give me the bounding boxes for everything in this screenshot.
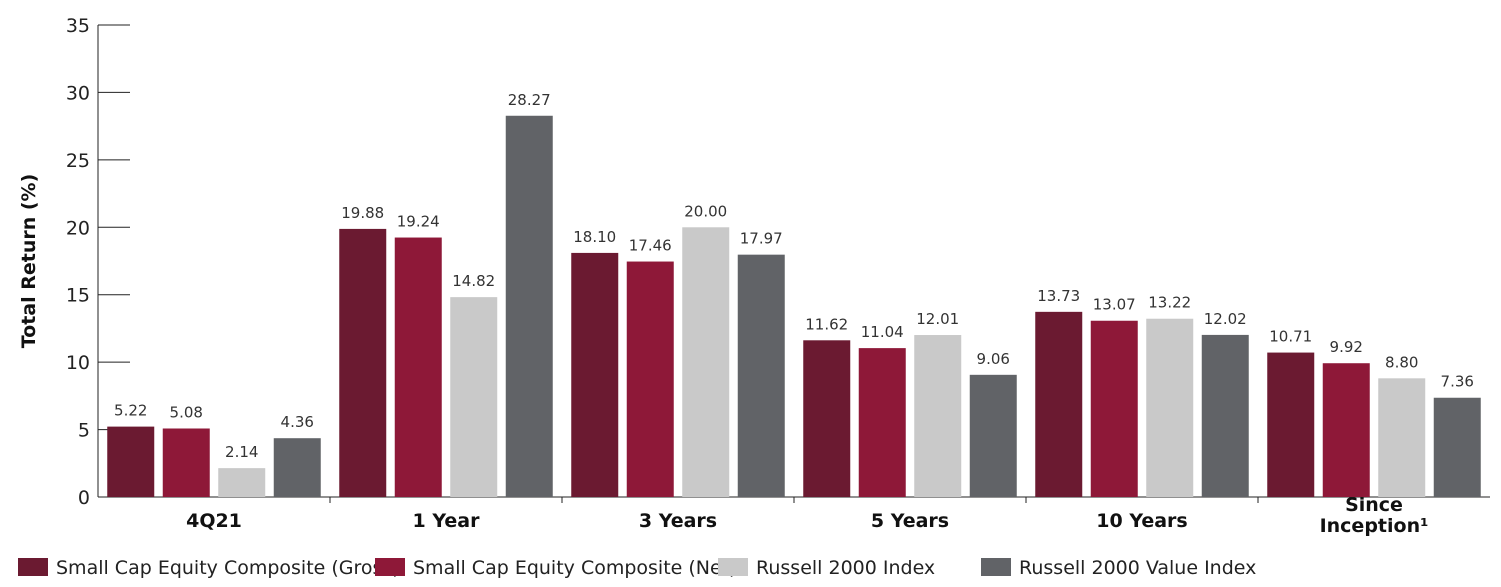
- bar: [969, 374, 1017, 497]
- data-label: 14.82: [452, 272, 495, 290]
- data-label: 5.08: [170, 403, 203, 421]
- data-label: 13.07: [1093, 296, 1136, 314]
- data-label: 2.14: [225, 443, 258, 461]
- bar: [218, 468, 266, 497]
- data-label: 11.62: [805, 315, 848, 333]
- data-label: 19.88: [341, 204, 384, 222]
- bar: [1035, 311, 1083, 497]
- category-label: 5 Years: [871, 510, 949, 532]
- legend-label: Small Cap Equity Composite (Gross): [56, 557, 400, 579]
- bars: 5.22 5.08 2.14 4.36 19.88 19.24 14.82 28.27 18.1…: [107, 91, 1481, 498]
- legend-swatch: [981, 558, 1011, 576]
- bar: [450, 297, 498, 497]
- data-label: 18.10: [573, 228, 616, 246]
- y-tick-label: 0: [78, 487, 90, 509]
- category-labels: 4Q21 1 Year 3 Years 5 Years 10 Years SinceInc…: [186, 494, 1428, 537]
- y-tick-label: 10: [66, 352, 90, 374]
- data-label: 17.97: [740, 230, 783, 248]
- bar: [505, 115, 553, 498]
- bar: [1146, 318, 1194, 497]
- bar: [394, 237, 442, 497]
- data-label: 28.27: [508, 91, 551, 109]
- data-label: 19.24: [397, 213, 440, 231]
- data-label: 12.02: [1204, 310, 1247, 328]
- bar: [803, 340, 851, 497]
- legend-label: Small Cap Equity Composite (Net): [413, 557, 737, 579]
- legend-swatch: [18, 558, 48, 576]
- data-label: 13.22: [1148, 294, 1191, 312]
- data-label: 17.46: [629, 237, 672, 255]
- y-tick-label: 15: [66, 285, 90, 307]
- data-label: 5.22: [114, 402, 147, 420]
- bar: [162, 428, 210, 497]
- y-tick-label: 30: [66, 82, 90, 104]
- bar: [737, 254, 785, 497]
- bar: [682, 227, 730, 498]
- legend-swatch: [375, 558, 405, 576]
- data-label: 12.01: [916, 310, 959, 328]
- bar: [339, 228, 387, 498]
- bar: [1201, 334, 1249, 497]
- bar: [1090, 320, 1138, 497]
- bar: [1433, 397, 1481, 497]
- category-label: 1 Year: [413, 510, 481, 532]
- legend: Small Cap Equity Composite (Gross) Small …: [18, 557, 1256, 579]
- data-label: 8.80: [1385, 353, 1418, 371]
- bar: [273, 438, 321, 497]
- legend-label: Russell 2000 Index: [756, 557, 935, 579]
- bar: [626, 261, 674, 497]
- data-label: 10.71: [1269, 328, 1312, 346]
- legend-swatch: [718, 558, 748, 576]
- y-tick-label: 35: [66, 15, 90, 37]
- category-label: Inception¹: [1320, 515, 1429, 537]
- data-label: 20.00: [684, 202, 727, 220]
- y-tick-label: 25: [66, 150, 90, 172]
- bar: [858, 348, 906, 497]
- data-label: 4.36: [281, 413, 314, 431]
- y-tick-label: 5: [78, 420, 90, 442]
- bar: [107, 426, 155, 497]
- y-axis-label: Total Return (%): [18, 174, 40, 349]
- category-label: 4Q21: [186, 510, 242, 532]
- category-label: 3 Years: [639, 510, 717, 532]
- bar: [914, 335, 962, 497]
- data-label: 9.92: [1330, 338, 1363, 356]
- bar: [571, 252, 619, 497]
- data-label: 11.04: [861, 323, 904, 341]
- y-tick-label: 20: [66, 217, 90, 239]
- category-label: 10 Years: [1096, 510, 1187, 532]
- data-label: 9.06: [977, 350, 1010, 368]
- category-label: Since: [1345, 494, 1403, 516]
- bar: [1267, 352, 1315, 497]
- bar: [1378, 378, 1426, 497]
- legend-label: Russell 2000 Value Index: [1019, 557, 1256, 579]
- bar: [1322, 363, 1370, 497]
- data-label: 13.73: [1037, 287, 1080, 305]
- data-label: 7.36: [1441, 373, 1474, 391]
